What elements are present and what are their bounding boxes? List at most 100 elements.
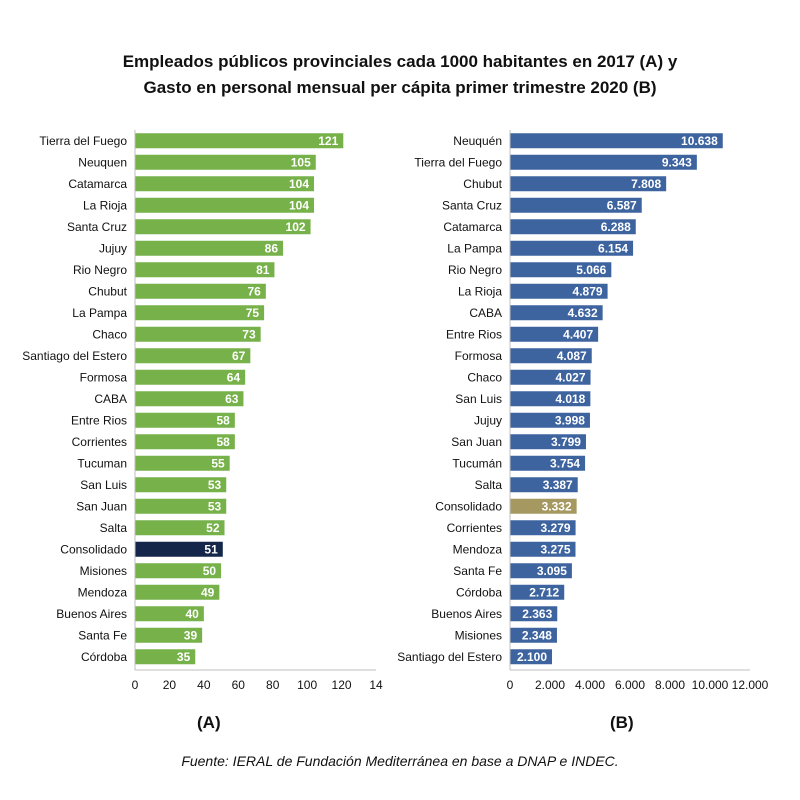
category-label-a: Entre Rios [71, 413, 127, 427]
value-label-a: 39 [184, 628, 198, 642]
bar-b [510, 541, 576, 557]
category-label-b: CABA [469, 306, 502, 320]
bar-a [135, 541, 223, 557]
bar-a [135, 154, 316, 170]
category-label-b: Córdoba [456, 585, 502, 599]
category-label-a: Santiago del Estero [22, 349, 127, 363]
category-label-a: Tucuman [77, 456, 127, 470]
bar-a [135, 606, 204, 622]
tick-label-a: 40 [197, 678, 211, 692]
category-label-a: Santa Cruz [67, 220, 127, 234]
bar-a [135, 348, 251, 364]
value-label-a: 53 [208, 499, 222, 513]
tick-label-a: 60 [232, 678, 246, 692]
bar-b [510, 627, 557, 643]
value-label-b: 2.100 [517, 650, 547, 664]
value-label-b: 3.799 [551, 435, 581, 449]
value-label-b: 4.407 [563, 327, 593, 341]
bar-a [135, 649, 196, 665]
tick-label-b: 4.000 [575, 678, 605, 692]
value-label-a: 67 [232, 349, 246, 363]
bar-a [135, 305, 265, 321]
chart-title-line-2: Gasto en personal mensual per cápita pri… [143, 78, 657, 97]
bar-b [510, 391, 591, 407]
value-label-a: 76 [247, 284, 261, 298]
category-label-b: Chubut [463, 177, 502, 191]
bar-a [135, 584, 220, 600]
bar-b [510, 348, 592, 364]
value-label-b: 3.332 [542, 499, 572, 513]
panel-label-b: (B) [610, 713, 634, 732]
value-label-a: 52 [206, 521, 220, 535]
bar-a [135, 412, 235, 428]
category-label-a: Formosa [80, 370, 128, 384]
value-label-b: 4.027 [556, 370, 586, 384]
bar-a [135, 477, 227, 493]
bar-b [510, 498, 577, 514]
category-label-b: La Rioja [458, 284, 502, 298]
bar-b [510, 219, 636, 235]
bar-b [510, 455, 586, 471]
bar-a [135, 563, 222, 579]
value-label-b: 6.154 [598, 241, 628, 255]
bar-b [510, 649, 552, 665]
value-label-b: 4.018 [555, 392, 585, 406]
category-label-a: Consolidado [60, 542, 127, 556]
category-label-a: Catamarca [68, 177, 127, 191]
tick-label-b: 0 [507, 678, 514, 692]
category-label-b: Buenos Aires [431, 607, 502, 621]
category-label-b: Formosa [455, 349, 503, 363]
value-label-a: 121 [318, 134, 338, 148]
category-label-b: Santa Cruz [442, 198, 502, 212]
value-label-b: 3.095 [537, 564, 567, 578]
value-label-b: 5.066 [576, 263, 606, 277]
bar-b [510, 477, 578, 493]
category-label-b: La Pampa [447, 241, 502, 255]
panel-label-a: (A) [197, 713, 221, 732]
value-label-a: 73 [242, 327, 256, 341]
category-label-a: San Juan [76, 499, 127, 513]
bar-a [135, 262, 275, 278]
category-label-b: Salta [475, 478, 503, 492]
category-label-b: Tucumán [452, 456, 502, 470]
bar-a [135, 283, 266, 299]
value-label-b: 9.343 [662, 155, 692, 169]
value-label-b: 4.879 [573, 284, 603, 298]
value-label-a: 35 [177, 650, 191, 664]
source-note: Fuente: IERAL de Fundación Mediterránea … [181, 753, 619, 769]
category-label-a: Santa Fe [78, 628, 127, 642]
value-label-a: 104 [289, 198, 309, 212]
category-label-b: Santa Fe [453, 564, 502, 578]
value-label-b: 6.587 [607, 198, 637, 212]
value-label-a: 64 [227, 370, 241, 384]
bar-b [510, 434, 586, 450]
bar-a [135, 498, 227, 514]
tick-label-b: 10.000 [692, 678, 729, 692]
value-label-b: 3.387 [543, 478, 573, 492]
category-label-b: Catamarca [443, 220, 502, 234]
value-label-a: 49 [201, 585, 215, 599]
value-label-b: 3.275 [540, 542, 570, 556]
bar-a [135, 391, 244, 407]
category-label-a: Tierra del Fuego [39, 134, 127, 148]
bar-b [510, 133, 723, 149]
category-label-a: Corrientes [72, 435, 127, 449]
value-label-a: 63 [225, 392, 239, 406]
category-label-a: Chaco [92, 327, 127, 341]
value-label-b: 6.288 [601, 220, 631, 234]
tick-label-a: 120 [332, 678, 352, 692]
category-label-b: Misiones [455, 628, 502, 642]
bar-a [135, 240, 284, 256]
bar-b [510, 563, 572, 579]
tick-label-b: 8.000 [655, 678, 685, 692]
value-label-b: 3.754 [550, 456, 580, 470]
tick-label-b: 6.000 [615, 678, 645, 692]
category-label-b: San Luis [455, 392, 502, 406]
value-label-a: 75 [246, 306, 260, 320]
value-label-a: 40 [185, 607, 199, 621]
bar-b [510, 154, 697, 170]
tick-label-a: 0 [132, 678, 139, 692]
category-label-a: San Luis [80, 478, 127, 492]
bar-b [510, 606, 558, 622]
